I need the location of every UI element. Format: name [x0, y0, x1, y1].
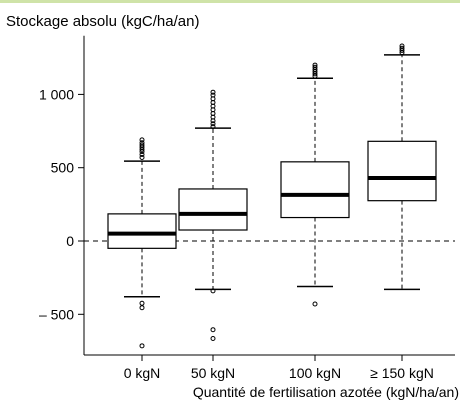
y-tick-label: 0	[66, 233, 74, 249]
outlier-point	[139, 142, 145, 148]
top-accent-bar	[0, 0, 460, 3]
x-tick-label: 100 kgN	[289, 365, 341, 381]
outlier-point	[312, 301, 318, 307]
outlier-point	[399, 43, 405, 49]
x-tick-label: 50 kgN	[191, 365, 235, 381]
outlier-point	[312, 64, 318, 70]
outlier-point	[139, 137, 145, 143]
plot-area: – 500 0 500 1 000 0 kgN 50 kgN 100 kgN ≥ 150 kg…	[39, 35, 455, 381]
outlier-point	[210, 335, 216, 341]
x-axis-label: Quantité de fertilisation azotée (kgN/ha…	[193, 384, 459, 400]
outlier-point	[139, 343, 145, 349]
y-axis-label: Stockage absolu (kgC/ha/an)	[6, 13, 199, 30]
box-iqr	[367, 140, 437, 202]
outlier-point	[139, 152, 145, 158]
outlier-point	[139, 300, 145, 306]
outlier-point	[210, 327, 216, 333]
outlier-point	[139, 305, 145, 311]
box-iqr	[178, 188, 248, 231]
outlier-point	[210, 124, 216, 130]
box-iqr	[280, 161, 350, 219]
y-tick-label: – 500	[39, 306, 74, 322]
outlier-point	[210, 92, 216, 98]
outlier-point	[399, 45, 405, 51]
outlier-point	[139, 154, 145, 160]
outlier-point	[210, 288, 216, 294]
y-tick-label: 500	[51, 160, 75, 176]
box-iqr	[107, 213, 177, 249]
x-tick-label: 0 kgN	[124, 365, 161, 381]
outlier-point	[210, 121, 216, 127]
y-tick-label: 1 000	[39, 86, 74, 102]
x-tick-label: ≥ 150 kgN	[370, 365, 434, 381]
outlier-point	[139, 140, 145, 146]
outlier-point	[312, 62, 318, 68]
outlier-point	[210, 89, 216, 95]
